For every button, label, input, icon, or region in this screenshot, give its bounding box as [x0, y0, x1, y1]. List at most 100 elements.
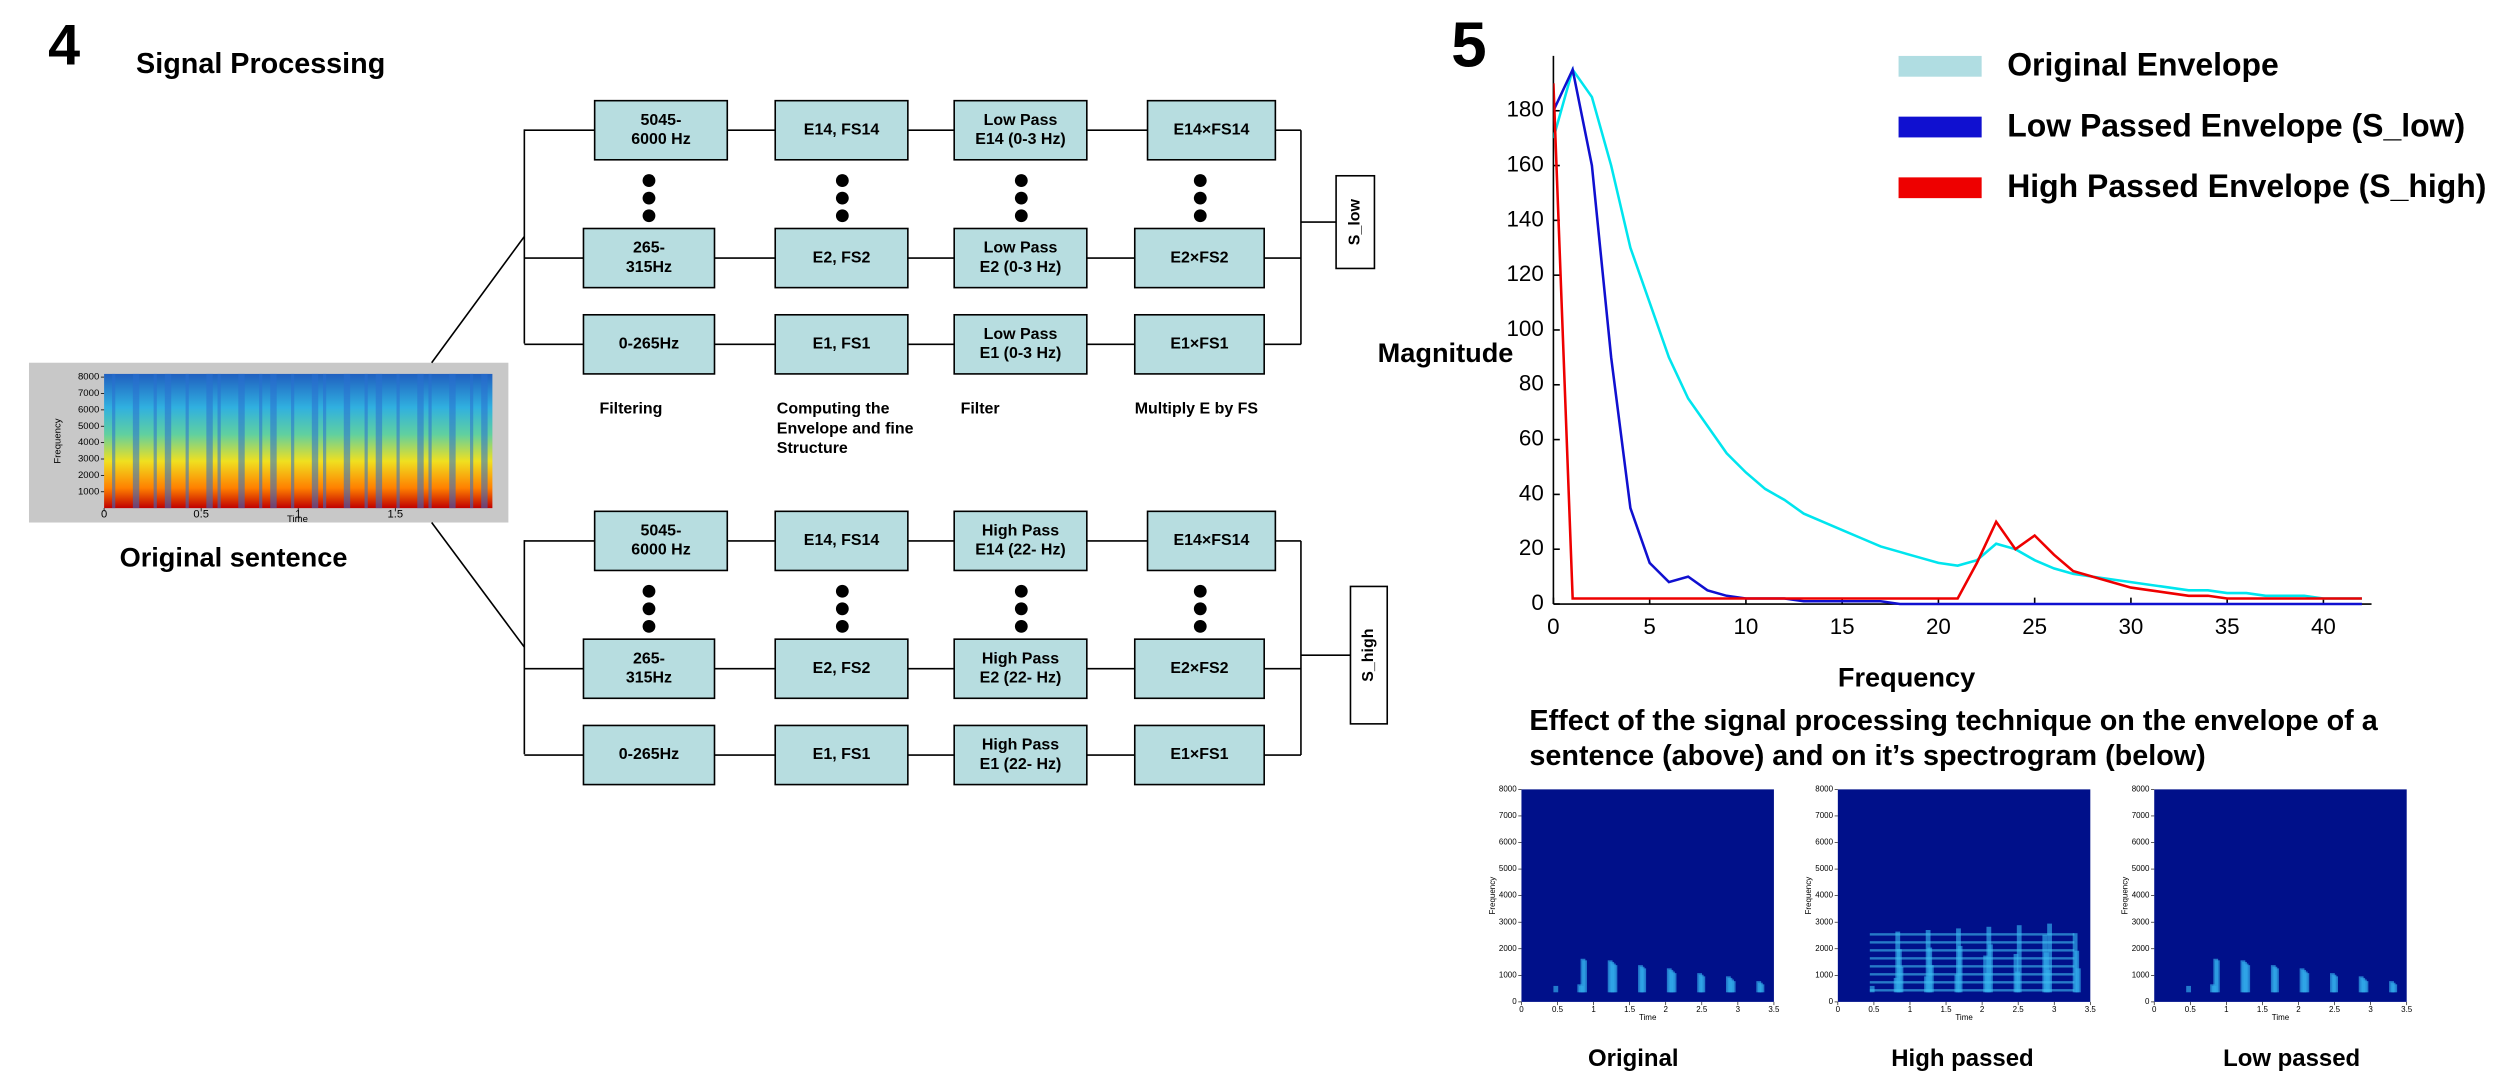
spectrogram-band — [1895, 931, 1901, 993]
legend-label: Low Passed Envelope (S_low) — [2007, 107, 2465, 143]
y-tick-label: 8000 — [1815, 784, 1833, 793]
y-tick-label: 180 — [1507, 97, 1544, 122]
spectrogram-image — [1837, 789, 2091, 1002]
x-tick-label: 2 — [1664, 1005, 1669, 1014]
spectrogram-stripe — [481, 373, 488, 509]
y-tick-label: 7000 — [78, 388, 99, 399]
y-tick-label: 1000 — [2132, 970, 2150, 979]
box-text: E2, FS2 — [813, 249, 871, 266]
spectrogram-image — [104, 373, 493, 509]
y-tick-label: 60 — [1519, 425, 1544, 450]
ellipsis-dot — [1193, 191, 1207, 205]
process-box — [1146, 510, 1277, 572]
x-tick-label: 10 — [1733, 614, 1758, 639]
spectrogram-stripe — [132, 373, 140, 509]
process-box — [593, 510, 729, 572]
ellipsis-dot — [835, 209, 849, 223]
spectrogram-band — [1607, 960, 1613, 993]
spectrogram-band — [1869, 941, 2075, 944]
spectrogram-stripe — [164, 373, 172, 509]
x-tick-label: 40 — [2311, 614, 2336, 639]
x-tick-label: 1 — [2224, 1005, 2229, 1014]
spectrogram-stripe — [185, 373, 189, 509]
y-tick-label: 2000 — [2132, 944, 2150, 953]
process-box — [1133, 724, 1265, 786]
spectrogram-band — [2330, 973, 2335, 993]
spectrogram-band — [2072, 933, 2078, 993]
spectrogram-image — [1521, 789, 1774, 1002]
x-tick-label: 20 — [1926, 614, 1951, 639]
box-text: E14×FS14 — [1174, 532, 1250, 549]
box-text: High Pass — [982, 737, 1059, 754]
x-axis-label: Frequency — [1838, 661, 1975, 692]
process-box — [774, 99, 909, 161]
spectrogram-band — [2240, 960, 2246, 993]
ellipsis-dot — [835, 619, 849, 633]
box-text: 315Hz — [626, 259, 672, 276]
y-axis-label: Frequency — [2121, 877, 2130, 915]
box-text: E14, FS14 — [804, 532, 880, 549]
spectrogram-band — [2299, 968, 2305, 993]
spectrogram-band — [1869, 989, 2075, 992]
x-axis-label: Time — [287, 514, 308, 525]
x-axis-label: Time — [1639, 1013, 1657, 1022]
spectrogram-band — [1580, 958, 1586, 993]
ellipsis-dot — [642, 619, 656, 633]
process-box — [1133, 638, 1265, 700]
process-box — [1133, 313, 1265, 375]
process-box — [953, 313, 1088, 375]
spectrogram-stripe — [323, 373, 327, 509]
x-tick-label: 0.5 — [1552, 1005, 1564, 1014]
y-tick-label: 100 — [1507, 316, 1544, 341]
box-text: E1, FS1 — [813, 336, 871, 353]
ellipsis-dot — [642, 584, 656, 598]
spectrogram-stripe — [217, 373, 221, 509]
step-label: Structure — [777, 440, 848, 457]
ellipsis-dot — [642, 602, 656, 616]
process-box — [774, 313, 909, 375]
spectrogram-band — [1756, 981, 1762, 993]
x-tick-label: 5 — [1643, 614, 1655, 639]
y-axis-label: Frequency — [1488, 877, 1497, 915]
spectrogram-band — [1666, 968, 1672, 993]
process-box — [582, 724, 716, 786]
ellipsis-dot — [642, 174, 656, 187]
y-tick-label: 3000 — [1815, 917, 1833, 926]
y-tick-label: 0 — [2145, 997, 2150, 1006]
output-box — [1335, 174, 1376, 270]
connector — [431, 236, 525, 364]
y-tick-label: 80 — [1519, 371, 1544, 396]
box-text: E14 (0-3 Hz) — [975, 131, 1066, 148]
spectrogram-band — [1697, 973, 1703, 993]
spectrogram-band — [2270, 965, 2276, 993]
spectrogram-caption: Low passed — [2223, 1045, 2360, 1072]
panel-number: 5 — [1451, 8, 1487, 80]
process-box — [1146, 99, 1277, 161]
spectrogram-stripe — [206, 373, 213, 509]
x-tick-label: 0 — [101, 508, 107, 520]
box-text: 265- — [633, 650, 665, 667]
box-text: E2×FS2 — [1170, 249, 1228, 266]
box-text: 0-265Hz — [619, 746, 679, 763]
spectrogram-band — [1925, 929, 1931, 993]
y-tick-label: 5000 — [1499, 864, 1517, 873]
box-text: E1 (0-3 Hz) — [980, 345, 1062, 362]
spectrogram-band — [2042, 934, 2048, 993]
spectrogram-stripe — [291, 373, 295, 509]
step-label: Multiply E by FS — [1135, 400, 1259, 417]
y-tick-label: 4000 — [1815, 891, 1833, 900]
ellipsis-dot — [835, 191, 849, 205]
spectrogram-band — [1553, 985, 1559, 993]
ellipsis-dot — [1014, 584, 1028, 598]
legend-swatch — [1898, 55, 1982, 77]
y-tick-label: 7000 — [1499, 811, 1517, 820]
series-line — [1553, 65, 2362, 606]
output-label: S_high — [1360, 629, 1377, 682]
spectrogram-caption: Original — [1588, 1045, 1679, 1072]
panel-title: Signal Processing — [136, 48, 385, 80]
spectrogram-stripe — [270, 373, 277, 509]
y-tick-label: 0 — [1829, 997, 1834, 1006]
box-text: E1 (22- Hz) — [980, 756, 1062, 773]
y-tick-label: 4000 — [78, 437, 99, 448]
x-tick-label: 0 — [1836, 1005, 1841, 1014]
